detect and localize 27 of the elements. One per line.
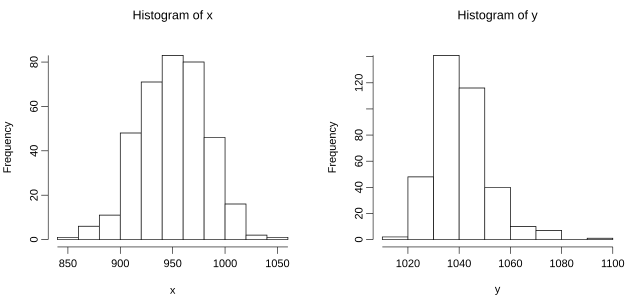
y-axis-title: Frequency [3,122,14,172]
x-axis-title: y [494,286,500,295]
y-tick-label: 40 [354,182,363,194]
y-tick-label: 20 [354,208,363,220]
chart-title: Histogram of y [458,10,538,22]
y-tick-label: 120 [354,74,363,92]
y-tick-label: 0 [354,236,363,242]
x-tick-label: 1060 [499,259,522,268]
y-tick-label: 80 [354,129,363,141]
x-tick-label: 950 [164,259,182,268]
chart-title: Histogram of x [134,10,213,22]
x-axis-title: x [170,288,176,294]
y-tick-label: 60 [354,156,363,167]
x-tick-label: 1080 [550,259,574,268]
x-tick-label: 1000 [214,259,237,268]
x-tick-label: 1100 [602,259,624,268]
y-tick-label: 40 [30,145,38,157]
y-axis-title: Frequency [328,122,338,172]
y-tick-label: 60 [30,100,38,112]
x-tick-label: 900 [112,259,129,268]
y-tick-label: 20 [30,190,38,201]
y-tick-label: 0 [30,236,38,242]
x-tick-label: 850 [59,259,77,268]
x-tick-label: 1050 [266,259,290,268]
x-tick-label: 1040 [448,259,471,268]
x-tick-label: 1020 [396,259,420,268]
y-tick-label: 80 [30,56,38,68]
